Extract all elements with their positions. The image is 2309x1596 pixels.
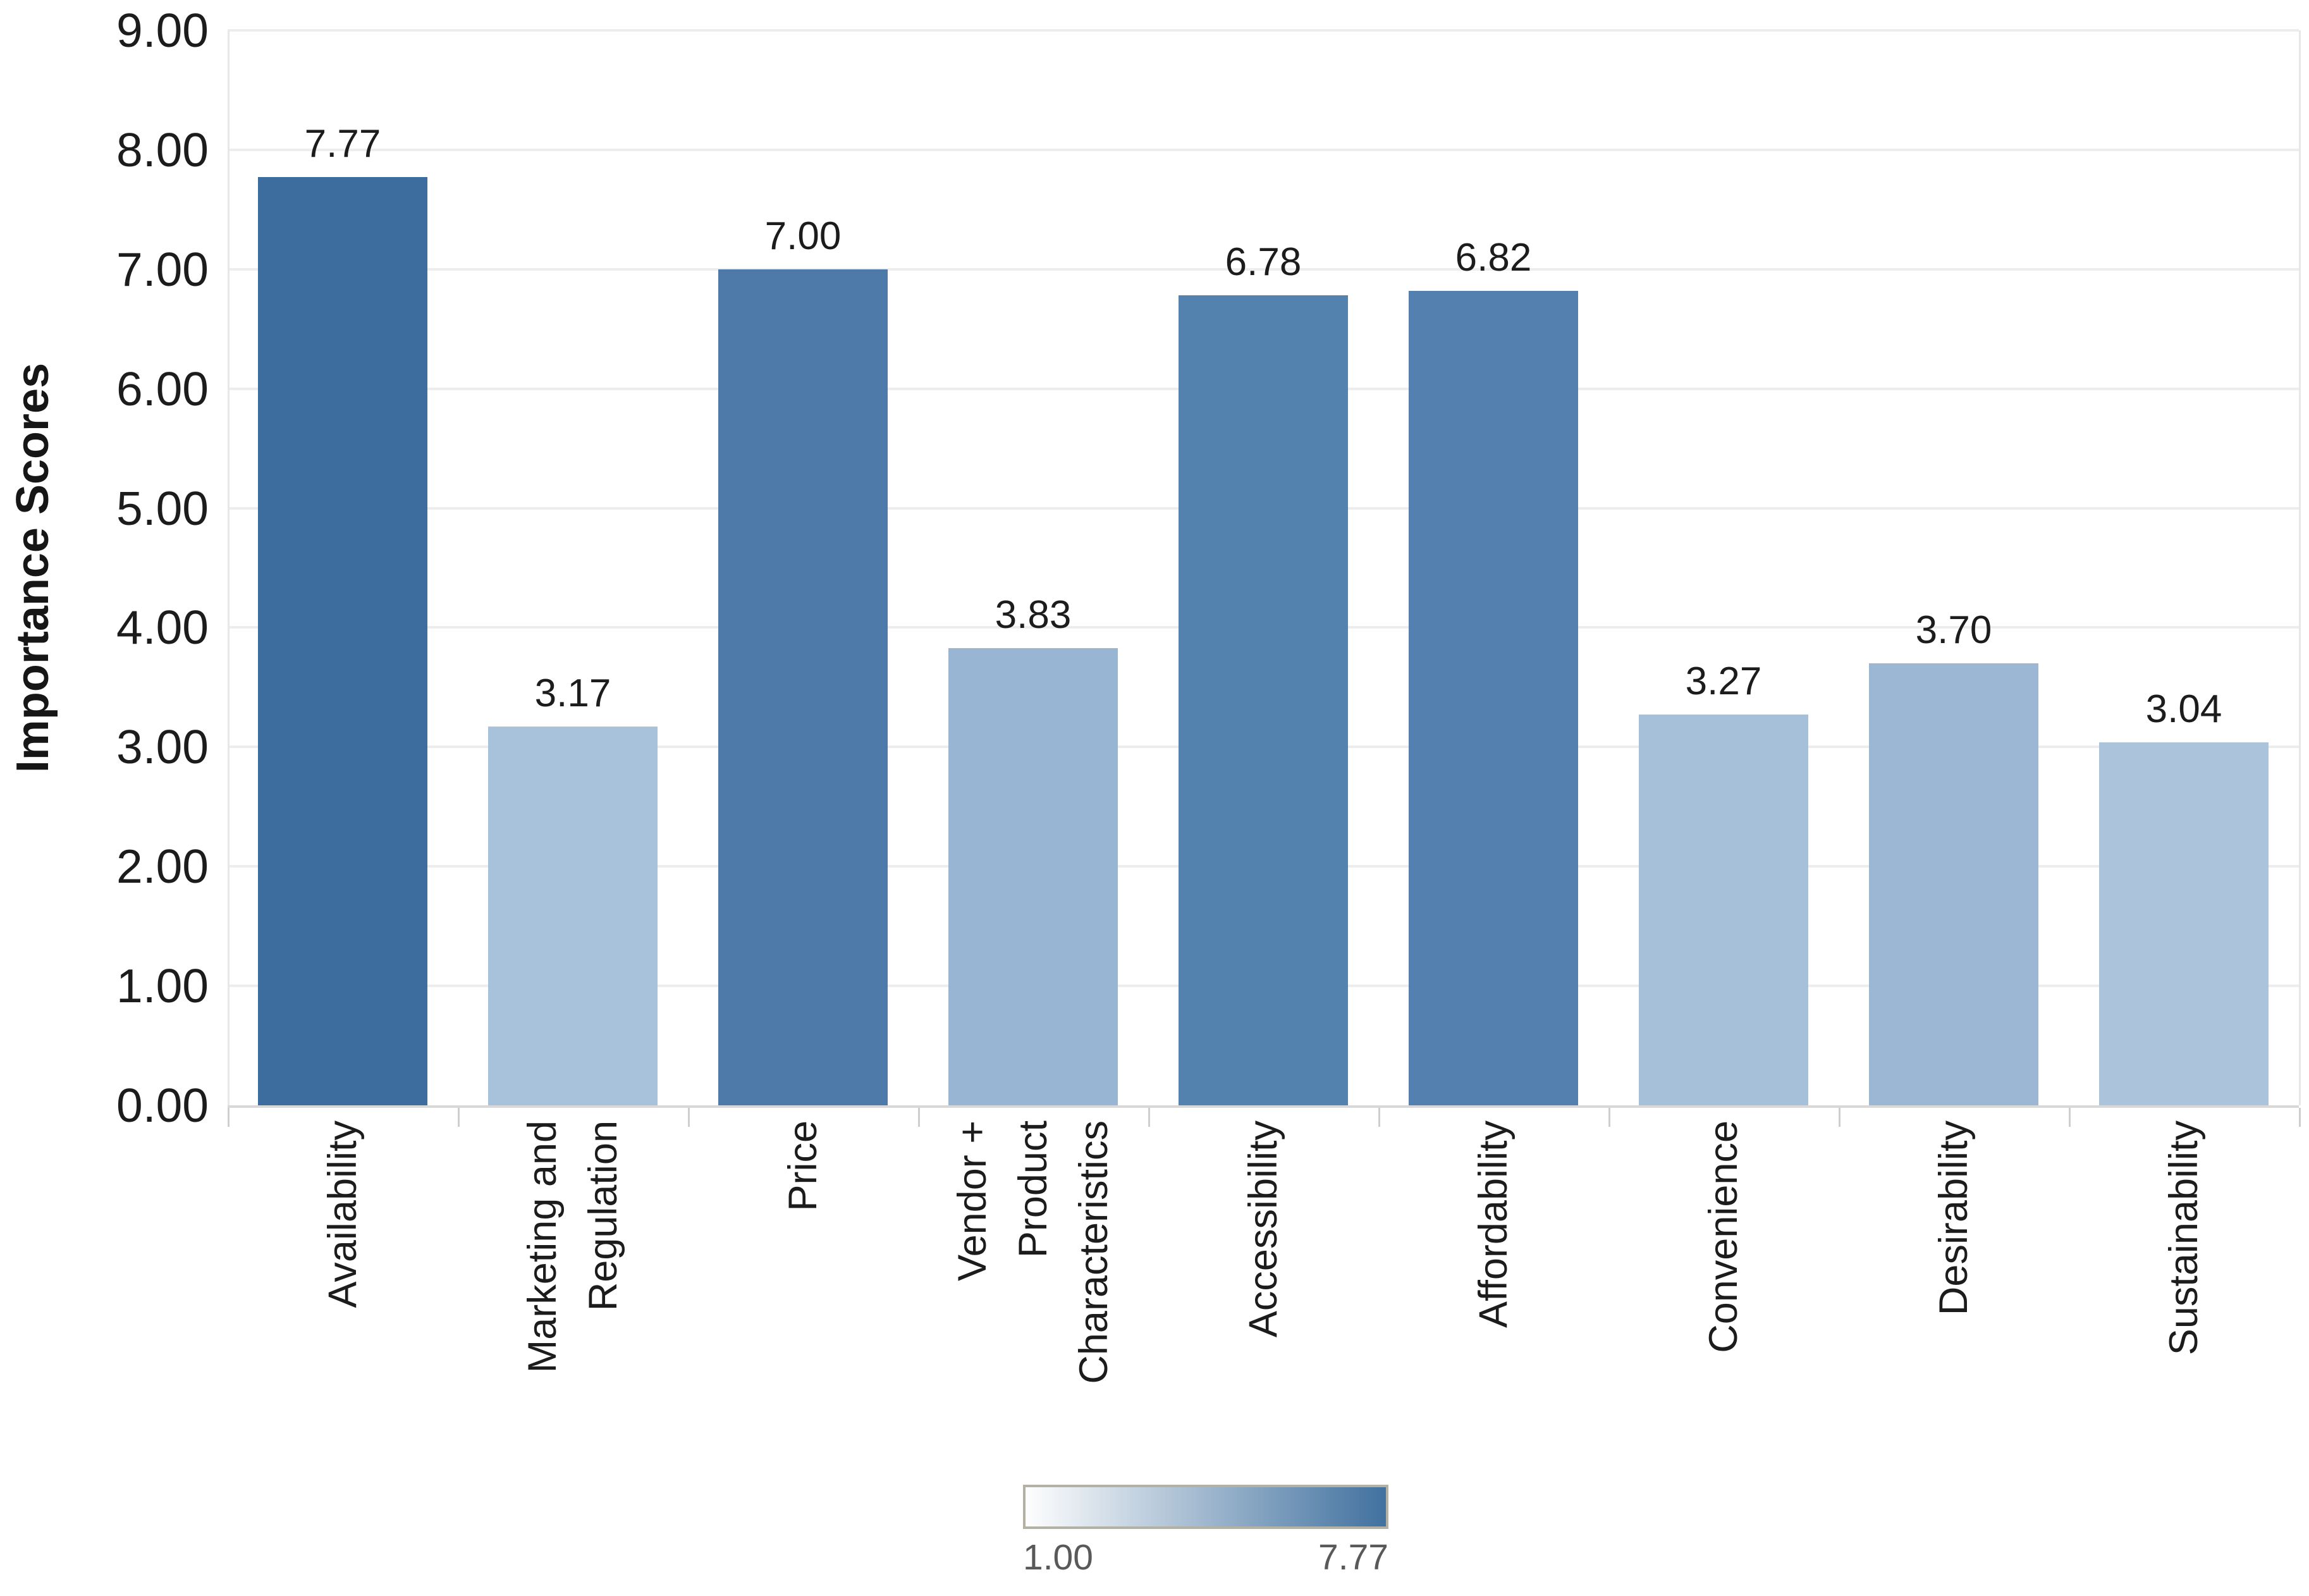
gridline — [228, 148, 2299, 151]
y-tick-label: 6.00 — [116, 362, 209, 415]
y-tick-label: 1.00 — [116, 959, 209, 1013]
bar-value-label: 7.00 — [764, 214, 842, 258]
axis-tick — [918, 1108, 920, 1127]
y-tick-label: 9.00 — [116, 4, 209, 57]
bar — [1639, 715, 1808, 1105]
y-tick-label: 4.00 — [116, 601, 209, 654]
axis-tick — [458, 1108, 460, 1127]
gridline — [228, 267, 2299, 271]
legend-max-label: 7.77 — [1318, 1537, 1388, 1578]
plot-right-border — [2299, 30, 2301, 1105]
bar-value-label: 6.78 — [1225, 240, 1302, 285]
x-tick-label: Availability — [321, 1120, 365, 1308]
legend-min-label: 1.00 — [1023, 1537, 1093, 1578]
bar-value-label: 6.82 — [1455, 235, 1532, 279]
axis-tick — [1148, 1108, 1150, 1127]
x-tick-label: Price — [781, 1120, 825, 1212]
axis-tick — [688, 1108, 690, 1127]
axis-baseline — [228, 1105, 2299, 1108]
x-tick-label: Affordability — [1471, 1120, 1516, 1329]
gridline — [228, 29, 2299, 32]
y-tick-label: 5.00 — [116, 481, 209, 535]
bar-value-label: 3.04 — [2145, 687, 2222, 731]
legend-gradient-bar — [1023, 1485, 1388, 1529]
bar — [948, 648, 1118, 1105]
legend-labels: 1.00 7.77 — [1023, 1537, 1388, 1578]
bar-value-label: 7.77 — [304, 122, 381, 166]
axis-tick — [2069, 1108, 2071, 1127]
bar-value-label: 3.70 — [1915, 608, 1992, 653]
bar-value-label: 3.27 — [1685, 660, 1762, 704]
axis-tick — [1608, 1108, 1610, 1127]
y-tick-label: 0.00 — [116, 1079, 209, 1132]
bar — [1869, 663, 2038, 1105]
x-tick-label: Accessibility — [1241, 1120, 1285, 1338]
axis-tick — [2299, 1108, 2301, 1127]
bar — [258, 177, 427, 1105]
x-tick-label: Marketing and Regulation — [520, 1120, 625, 1373]
y-tick-label: 7.00 — [116, 242, 209, 296]
x-tick-label: Sustainability — [2162, 1120, 2206, 1356]
x-tick-label: Desirability — [1932, 1120, 1976, 1316]
axis-tick — [1839, 1108, 1840, 1127]
y-tick-label: 3.00 — [116, 720, 209, 774]
y-tick-label: 2.00 — [116, 840, 209, 893]
bar-value-label: 3.83 — [995, 592, 1072, 637]
bar-value-label: 3.17 — [534, 672, 611, 716]
bar — [1409, 290, 1578, 1105]
y-tick-label: 8.00 — [116, 123, 209, 176]
bar — [2099, 742, 2269, 1105]
bar — [488, 727, 658, 1105]
axis-tick — [228, 1108, 230, 1127]
plot-left-border — [228, 30, 230, 1105]
axis-tick — [1378, 1108, 1380, 1127]
bar — [718, 269, 888, 1105]
y-axis-title: Importance Scores — [8, 362, 58, 773]
bar — [1179, 295, 1348, 1105]
x-tick-label: Vendor + Product Characteristics — [950, 1120, 1116, 1384]
x-tick-label: Convenience — [1701, 1120, 1746, 1353]
